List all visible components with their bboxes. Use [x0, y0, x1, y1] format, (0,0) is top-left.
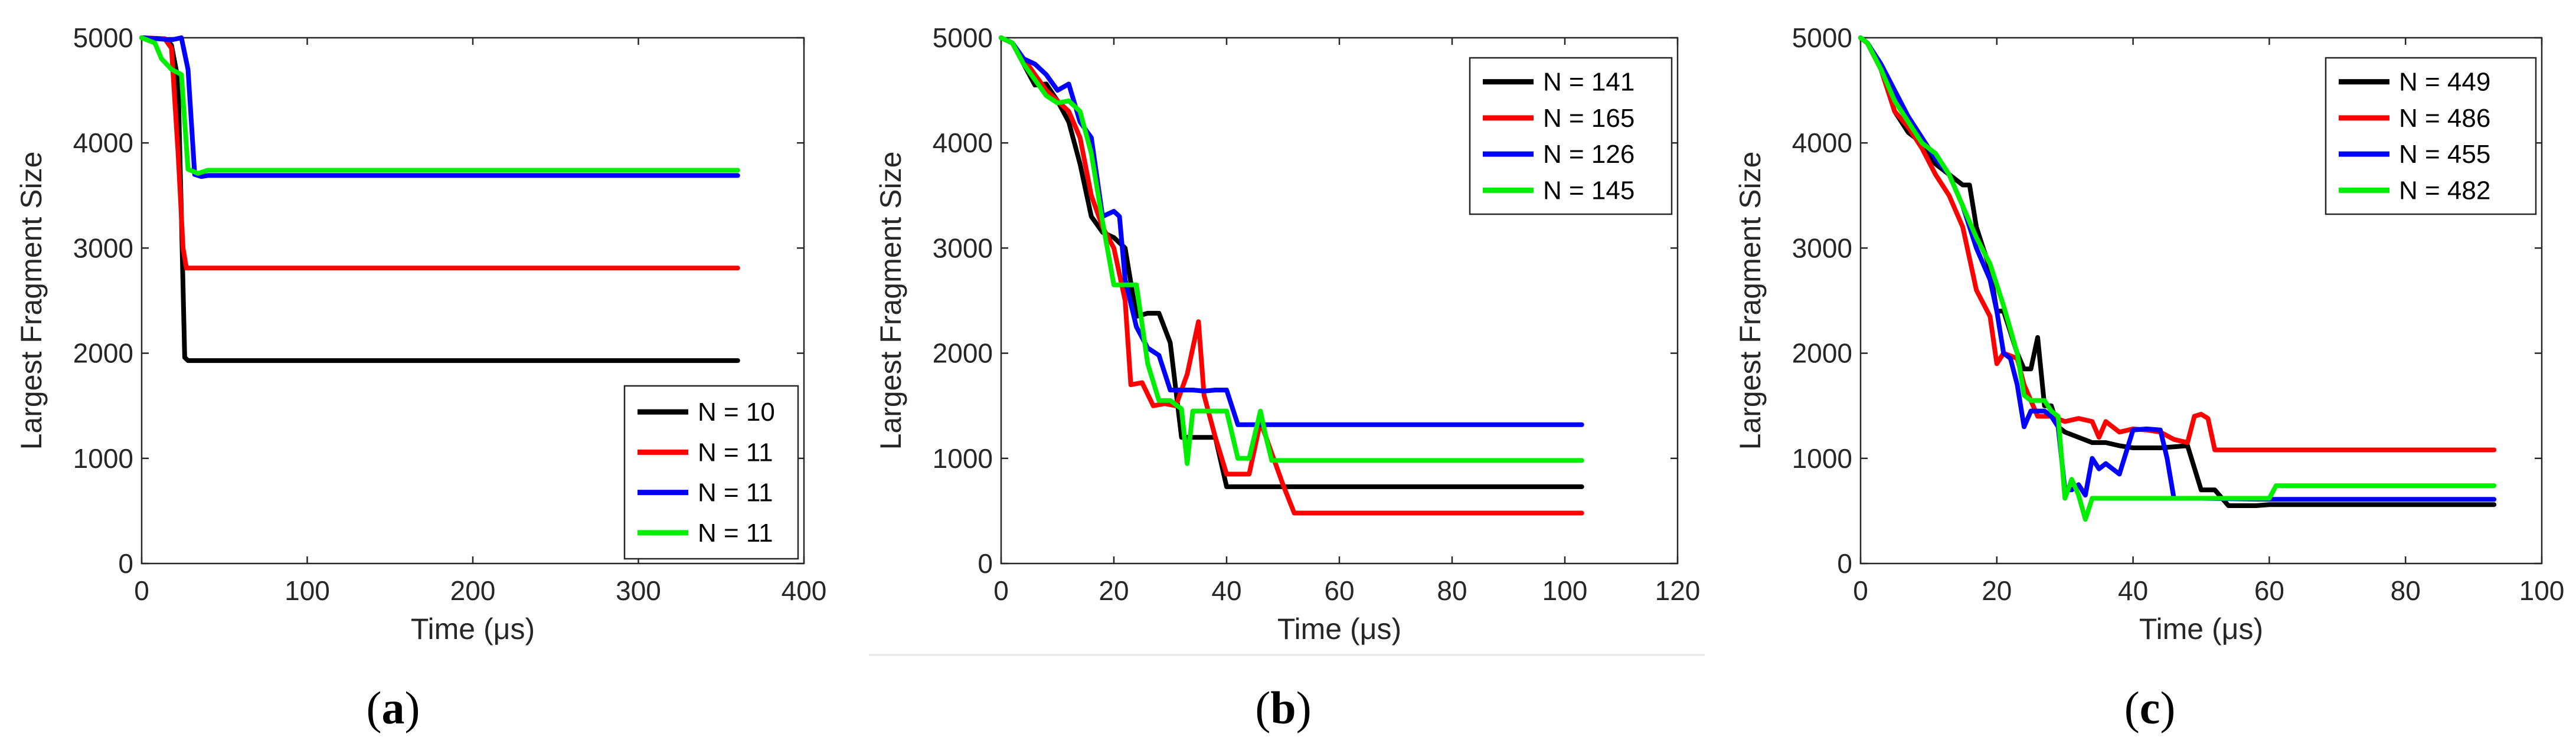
y-axis-label: Largest Fragment Size: [15, 152, 48, 450]
legend: N = 449 N = 486 N = 455 N = 482: [2325, 57, 2537, 215]
x-tick-label: 100: [1542, 575, 1588, 606]
x-tick-label: 60: [2254, 575, 2284, 606]
legend: N = 10 N = 11 N = 11 N = 11: [623, 385, 799, 560]
legend-label-1: N = 10: [698, 398, 775, 427]
y-tick-label: 2000: [1792, 338, 1852, 369]
x-tick-label: 400: [782, 575, 827, 606]
y-tick-label: 5000: [933, 22, 993, 53]
legend-label-3: N = 126: [1543, 140, 1634, 169]
y-tick-label: 2000: [933, 338, 993, 369]
series-line-3: [1858, 35, 2497, 502]
legend-label-3: N = 455: [2399, 140, 2490, 169]
series-line-3: [139, 35, 740, 179]
legend-label-1: N = 141: [1543, 68, 1634, 97]
caption-paren-close: ): [1296, 682, 1312, 733]
y-tick-label: 4000: [73, 127, 133, 158]
y-tick-label: 5000: [1792, 22, 1852, 53]
y-tick-label: 1000: [933, 443, 993, 474]
caption-letter: b: [1270, 682, 1296, 733]
caption-paren-close: ): [2160, 682, 2175, 733]
x-tick-label: 80: [1437, 575, 1467, 606]
panel-caption: (b): [1255, 682, 1311, 733]
legend-label-2: N = 486: [2399, 104, 2490, 133]
panel-b: 0 20 40 60 80 100 120 0 1000 2000 3000 4000 5000 Time…: [874, 22, 1700, 733]
legend: N = 141 N = 165 N = 126 N = 145: [1469, 57, 1673, 215]
series-line-4: [139, 35, 740, 176]
panel-caption: (c): [2124, 682, 2176, 733]
caption-letter: a: [382, 682, 405, 733]
x-tick-label: 20: [1982, 575, 2012, 606]
x-tick-label: 300: [616, 575, 661, 606]
x-tick-label: 100: [285, 575, 330, 606]
x-tick-label: 40: [2118, 575, 2148, 606]
x-tick-label: 40: [1211, 575, 1241, 606]
series-line-2: [999, 35, 1584, 516]
x-tick-label: 0: [993, 575, 1009, 606]
legend-label-4: N = 482: [2399, 176, 2490, 205]
caption-paren-open: (: [2124, 682, 2140, 733]
x-axis-label: Time (μs): [411, 612, 535, 646]
x-tick-label: 0: [134, 575, 149, 606]
y-axis-label: Largest Fragment Size: [874, 152, 907, 450]
y-tick-label: 5000: [73, 22, 133, 53]
y-tick-label: 1000: [1792, 443, 1852, 474]
x-tick-label: 100: [2519, 575, 2565, 606]
x-tick-label: 200: [450, 575, 496, 606]
x-tick-label: 80: [2391, 575, 2421, 606]
series-line-1: [1858, 35, 2497, 508]
caption-paren-close: ): [405, 682, 420, 733]
series-line-2: [1858, 35, 2497, 453]
legend-label-3: N = 11: [698, 479, 773, 507]
legend-box: [623, 385, 799, 560]
y-tick-label: 3000: [73, 232, 133, 263]
series-line-4: [999, 35, 1584, 466]
x-tick-label: 120: [1655, 575, 1701, 606]
series-line-4: [1858, 35, 2497, 522]
caption-paren-open: (: [1255, 682, 1270, 733]
x-axis-label: Time (μs): [2139, 612, 2263, 646]
legend-label-4: N = 145: [1543, 176, 1634, 205]
legend-label-2: N = 11: [698, 438, 773, 467]
legend-label-4: N = 11: [698, 519, 773, 548]
caption-paren-open: (: [367, 682, 382, 733]
y-tick-label: 3000: [1792, 232, 1852, 263]
legend-label-1: N = 449: [2399, 68, 2490, 97]
x-tick-label: 20: [1099, 575, 1129, 606]
y-axis-label: Largest Fragment Size: [1734, 152, 1767, 450]
legend-label-2: N = 165: [1543, 104, 1634, 133]
y-tick-label: 0: [978, 548, 993, 579]
y-tick-label: 0: [1837, 548, 1852, 579]
x-tick-label: 60: [1324, 575, 1354, 606]
x-tick-label: 0: [1853, 575, 1868, 606]
series-line-3: [999, 35, 1584, 427]
caption-letter: c: [2140, 682, 2160, 733]
y-tick-label: 4000: [933, 127, 993, 158]
y-tick-label: 1000: [73, 443, 133, 474]
y-tick-label: 0: [118, 548, 133, 579]
x-axis-label: Time (μs): [1277, 612, 1401, 646]
y-tick-label: 3000: [933, 232, 993, 263]
y-tick-label: 4000: [1792, 127, 1852, 158]
panel-caption: (a): [367, 682, 420, 733]
y-tick-label: 2000: [73, 338, 133, 369]
